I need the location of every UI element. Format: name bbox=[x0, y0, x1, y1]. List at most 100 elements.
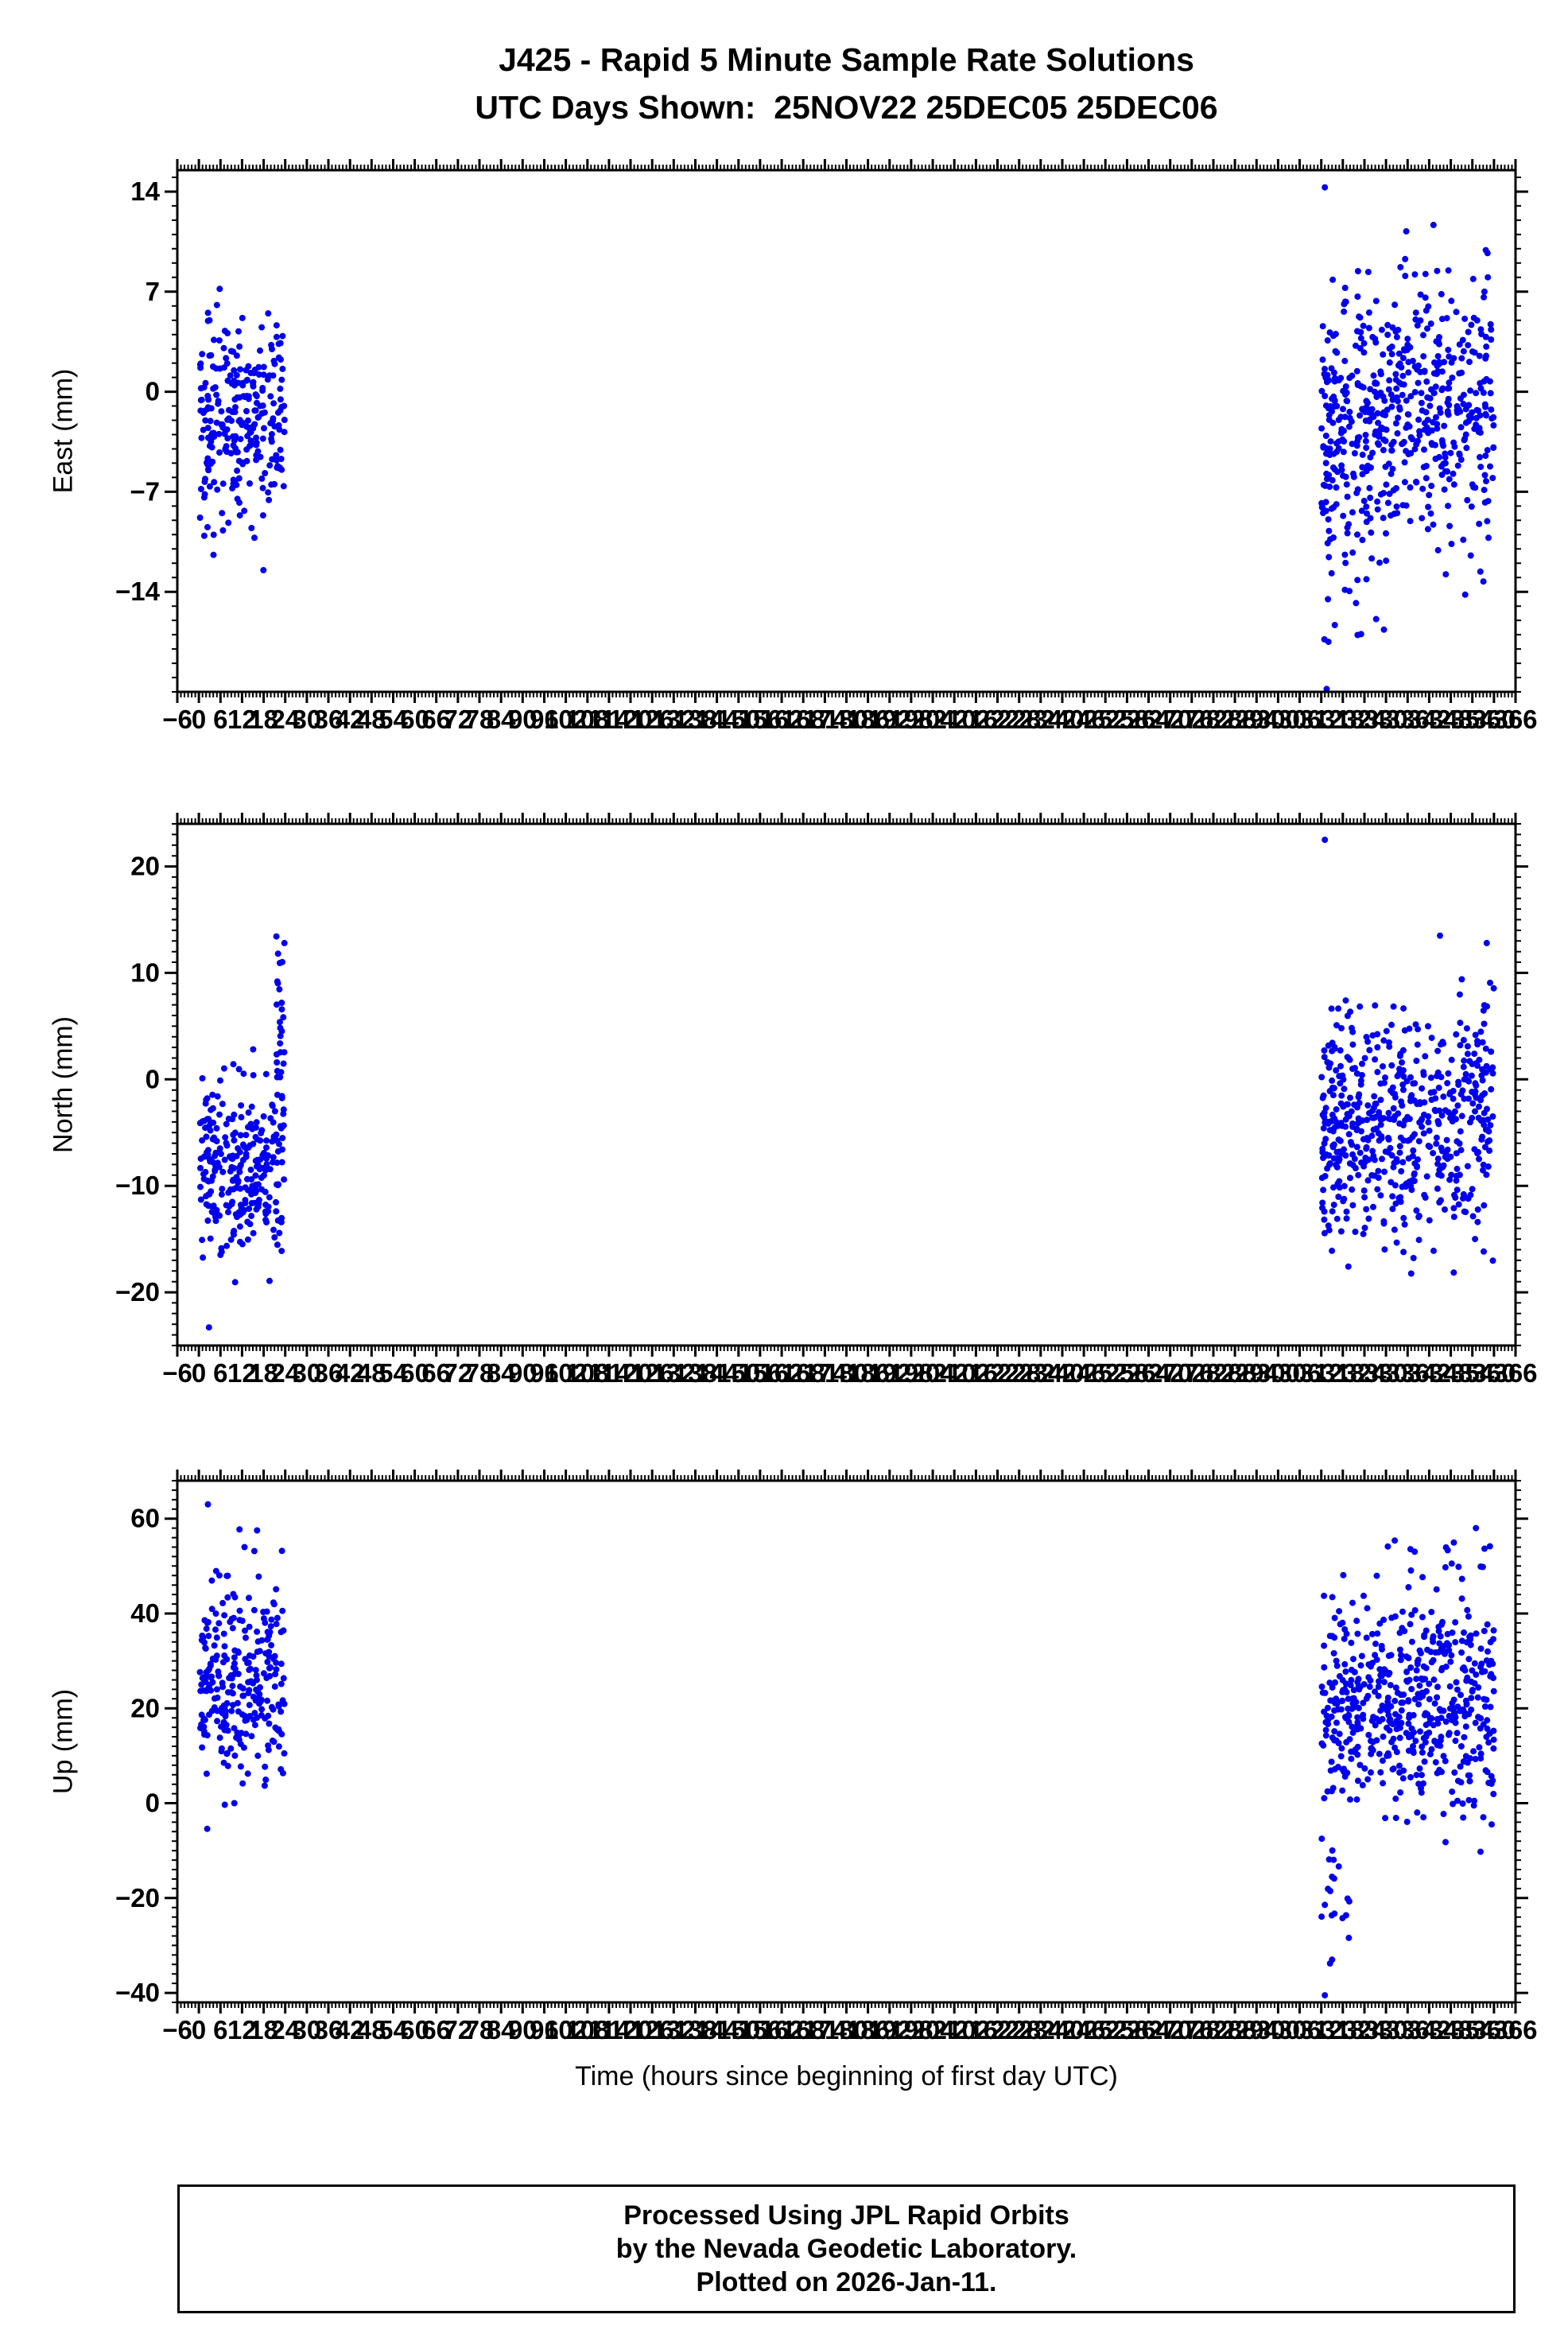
chart-title-line2: UTC Days Shown: 25NOV22 25DEC05 25DEC06 bbox=[475, 89, 1218, 126]
svg-text:210: 210 bbox=[933, 2015, 976, 2045]
north-axis-label: North (mm) bbox=[48, 1016, 79, 1153]
up-plot: −6 0 6 121824303642485460667278849096102108… bbox=[115, 1470, 1538, 2045]
svg-text:360: 360 bbox=[1472, 2015, 1516, 2045]
svg-text:156: 156 bbox=[738, 1358, 782, 1388]
svg-text:324: 324 bbox=[1342, 1358, 1387, 1388]
svg-text:102: 102 bbox=[544, 2015, 588, 2045]
svg-text:30: 30 bbox=[293, 2015, 322, 2045]
svg-text:180: 180 bbox=[825, 705, 868, 734]
svg-text:348: 348 bbox=[1429, 2015, 1473, 2045]
svg-text:36: 36 bbox=[314, 1358, 343, 1388]
svg-text:−6: −6 bbox=[162, 1358, 192, 1388]
svg-text:102: 102 bbox=[544, 705, 588, 734]
north-data-points bbox=[1318, 976, 1497, 1277]
svg-text:162: 162 bbox=[760, 2015, 804, 2045]
svg-text:312: 312 bbox=[1299, 2015, 1343, 2045]
svg-text:168: 168 bbox=[782, 1358, 825, 1388]
svg-text:258: 258 bbox=[1105, 2015, 1149, 2045]
svg-text:6: 6 bbox=[213, 1358, 227, 1388]
svg-text:−6: −6 bbox=[162, 2015, 192, 2045]
svg-text:138: 138 bbox=[673, 2015, 717, 2045]
svg-text:270: 270 bbox=[1148, 705, 1192, 734]
svg-text:0: 0 bbox=[146, 377, 160, 406]
north-outlier-points bbox=[205, 837, 1490, 1331]
svg-text:−20: −20 bbox=[115, 1883, 160, 1913]
svg-text:204: 204 bbox=[911, 705, 956, 734]
svg-text:168: 168 bbox=[782, 705, 825, 734]
svg-text:354: 354 bbox=[1450, 2015, 1495, 2045]
svg-text:−14: −14 bbox=[115, 577, 161, 606]
svg-text:342: 342 bbox=[1407, 2015, 1451, 2045]
svg-text:114: 114 bbox=[588, 1358, 631, 1388]
svg-text:354: 354 bbox=[1450, 1358, 1495, 1388]
svg-text:264: 264 bbox=[1127, 2015, 1171, 2045]
svg-text:174: 174 bbox=[803, 2015, 848, 2045]
north-plot-frame bbox=[176, 822, 1517, 1347]
north-minor-ticks bbox=[172, 818, 1521, 1351]
svg-text:180: 180 bbox=[825, 2015, 868, 2045]
svg-text:174: 174 bbox=[803, 1358, 848, 1388]
svg-text:216: 216 bbox=[954, 2015, 998, 2045]
footer-line-3: Plotted on 2026-Jan-11. bbox=[696, 2267, 997, 2297]
svg-text:318: 318 bbox=[1321, 1358, 1364, 1388]
svg-text:36: 36 bbox=[314, 2015, 343, 2045]
svg-text:150: 150 bbox=[716, 705, 760, 734]
svg-text:354: 354 bbox=[1450, 705, 1495, 734]
svg-text:210: 210 bbox=[933, 705, 976, 734]
svg-text:366: 366 bbox=[1493, 705, 1537, 734]
east-axis-label: East (mm) bbox=[48, 368, 79, 494]
svg-text:252: 252 bbox=[1084, 705, 1127, 734]
svg-text:192: 192 bbox=[867, 705, 911, 734]
east-minor-ticks bbox=[172, 165, 1521, 697]
svg-text:330: 330 bbox=[1364, 2015, 1408, 2045]
svg-text:84: 84 bbox=[487, 2015, 516, 2045]
svg-text:276: 276 bbox=[1170, 1358, 1213, 1388]
up-data-points bbox=[1318, 1835, 1353, 1967]
svg-text:138: 138 bbox=[673, 1358, 717, 1388]
svg-text:360: 360 bbox=[1472, 1358, 1516, 1388]
svg-text:294: 294 bbox=[1235, 2015, 1279, 2045]
up-axis-label: Up (mm) bbox=[48, 1688, 79, 1795]
svg-text:318: 318 bbox=[1321, 705, 1364, 734]
svg-text:120: 120 bbox=[608, 1358, 652, 1388]
svg-text:96: 96 bbox=[530, 1358, 559, 1388]
up-data-points bbox=[1318, 1571, 1497, 1855]
svg-text:324: 324 bbox=[1342, 705, 1387, 734]
svg-text:240: 240 bbox=[1040, 2015, 1084, 2045]
svg-text:162: 162 bbox=[760, 1358, 804, 1388]
svg-text:0: 0 bbox=[146, 1788, 160, 1818]
svg-text:24: 24 bbox=[270, 705, 300, 734]
up-data-points bbox=[196, 1526, 288, 1832]
svg-text:234: 234 bbox=[1019, 705, 1063, 734]
svg-text:−20: −20 bbox=[115, 1277, 160, 1307]
svg-text:96: 96 bbox=[530, 705, 559, 734]
svg-text:162: 162 bbox=[760, 705, 804, 734]
svg-text:282: 282 bbox=[1191, 1358, 1235, 1388]
svg-text:156: 156 bbox=[738, 2015, 782, 2045]
svg-text:252: 252 bbox=[1084, 1358, 1127, 1388]
svg-text:246: 246 bbox=[1062, 1358, 1106, 1388]
svg-text:−10: −10 bbox=[115, 1171, 160, 1200]
svg-text:144: 144 bbox=[695, 2015, 739, 2045]
svg-text:330: 330 bbox=[1364, 1358, 1408, 1388]
svg-text:186: 186 bbox=[846, 2015, 890, 2045]
svg-text:90: 90 bbox=[508, 2015, 538, 2045]
svg-text:108: 108 bbox=[565, 705, 609, 734]
east-plot: −6 0 6 121824303642485460667278849096102108… bbox=[115, 159, 1538, 734]
svg-text:0: 0 bbox=[146, 1064, 160, 1093]
svg-text:342: 342 bbox=[1407, 705, 1451, 734]
svg-text:144: 144 bbox=[695, 1358, 739, 1388]
svg-text:294: 294 bbox=[1235, 705, 1279, 734]
svg-text:48: 48 bbox=[357, 1358, 386, 1388]
svg-text:18: 18 bbox=[249, 2015, 278, 2045]
svg-text:234: 234 bbox=[1019, 1358, 1063, 1388]
svg-text:42: 42 bbox=[336, 2015, 365, 2045]
svg-text:258: 258 bbox=[1105, 1358, 1149, 1388]
svg-text:20: 20 bbox=[130, 1693, 160, 1722]
svg-text:30: 30 bbox=[293, 705, 322, 734]
svg-text:174: 174 bbox=[803, 705, 848, 734]
svg-text:216: 216 bbox=[954, 705, 998, 734]
svg-text:18: 18 bbox=[249, 1358, 278, 1388]
svg-text:126: 126 bbox=[631, 705, 674, 734]
